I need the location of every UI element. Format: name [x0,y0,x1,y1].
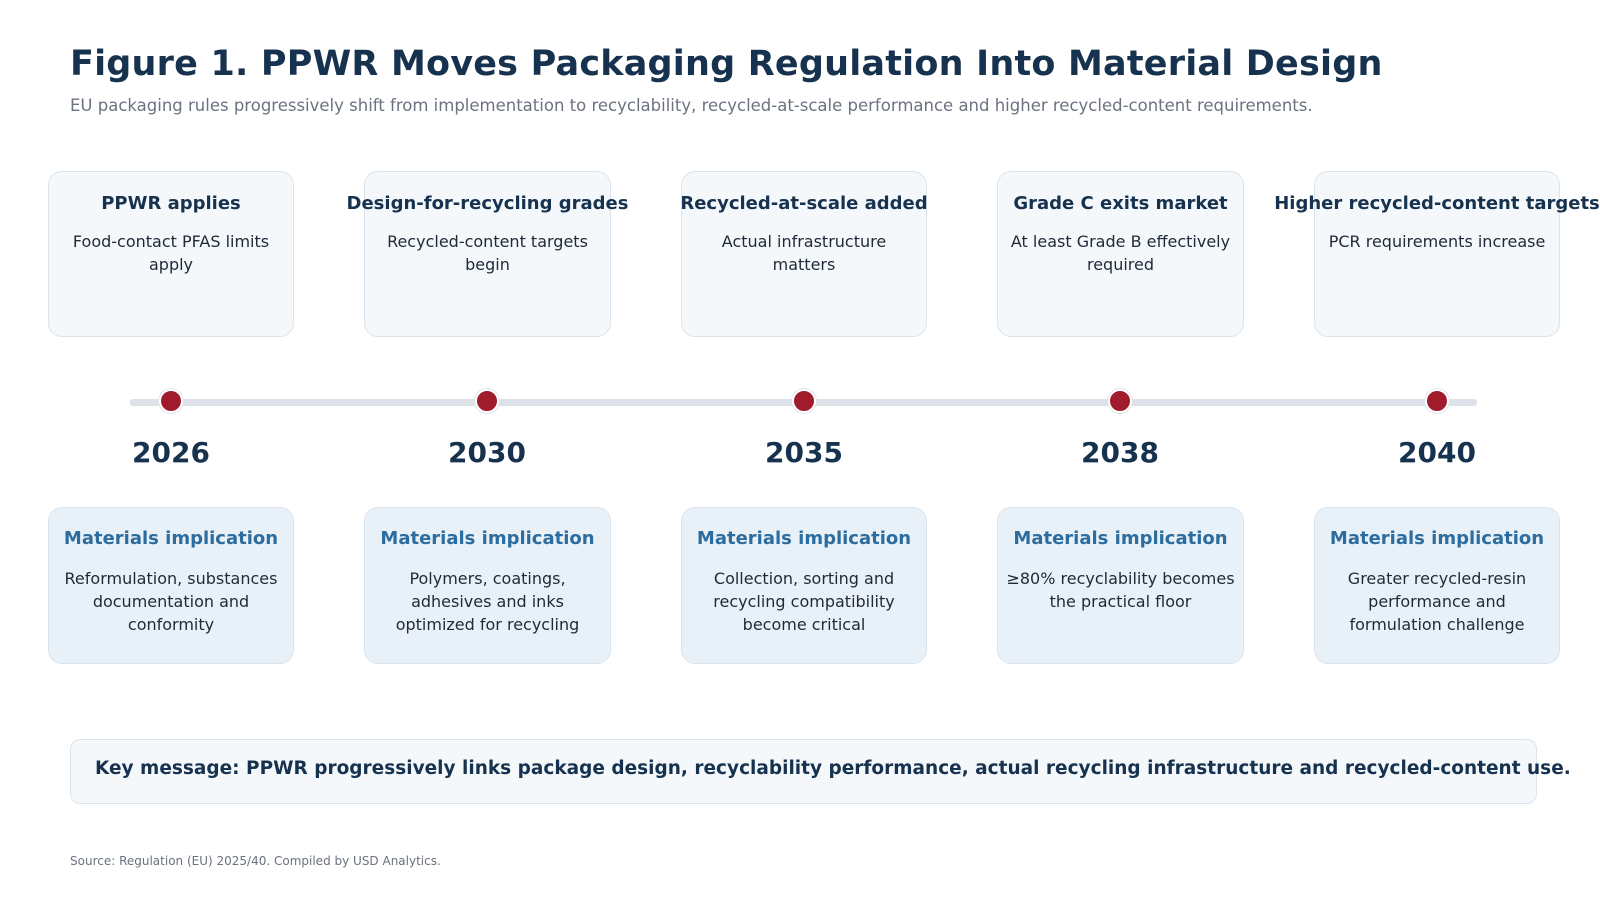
milestone-detail: PCR requirements increase [1328,232,1546,251]
implication-title: Materials implication [63,528,279,549]
milestone-detail: Food-contact PFAS limits apply [72,232,270,274]
year-label-2038: 2038 [1081,436,1159,469]
key-message: Key message: PPWR progressively links pa… [95,758,1571,779]
page-title: Figure 1. PPWR Moves Packaging Regulatio… [70,44,1383,84]
milestone-card-2030: Design-for-recycling grades Recycled-con… [347,171,628,337]
year-label-2026: 2026 [132,436,210,469]
year-label-2040: 2040 [1398,436,1476,469]
implication-card-2030: Materials implication Polymers, coatings… [364,507,611,664]
implication-text: Reformulation, substances documentation … [64,569,278,634]
milestone-headline: Recycled-at-scale added [680,193,928,214]
implication-text: Collection, sorting and recycling compat… [713,569,895,634]
milestone-detail: At least Grade B effectively required [1010,232,1231,274]
implication-card-2035: Materials implication Collection, sortin… [681,507,927,664]
implication-title: Materials implication [1013,528,1228,549]
milestone-card-2038: Grade C exits market At least Grade B ef… [997,171,1244,337]
year-label-2035: 2035 [765,436,843,469]
timeline-dot-2030 [475,389,499,413]
implication-card-2040: Materials implication Greater recycled-r… [1314,507,1560,664]
page-subtitle: EU packaging rules progressively shift f… [70,96,1313,115]
implication-text: ≥80% recyclability becomes the practical… [1006,569,1235,611]
milestone-card-2035: Recycled-at-scale added Actual infrastru… [680,171,928,337]
timeline-dot-2035 [792,389,816,413]
source-note: Source: Regulation (EU) 2025/40. Compile… [70,854,441,868]
implication-title: Materials implication [1329,528,1545,549]
milestone-headline: Grade C exits market [1013,193,1228,214]
implication-text: Polymers, coatings, adhesives and inks o… [395,569,580,634]
milestone-detail: Actual infrastructure matters [721,232,887,274]
implication-title: Materials implication [380,528,595,549]
milestone-headline: PPWR applies [101,193,241,214]
implication-card-2026: Materials implication Reformulation, sub… [48,507,294,664]
milestone-headline: Design-for-recycling grades [346,193,629,214]
timeline-dot-2026 [159,389,183,413]
milestone-detail: Recycled-content targets begin [387,232,588,274]
implication-title: Materials implication [696,528,912,549]
implication-card-2038: Materials implication ≥80% recyclability… [997,507,1244,664]
timeline-dot-2038 [1108,389,1132,413]
implication-text: Greater recycled-resin performance and f… [1347,569,1527,634]
milestone-headline: Higher recycled-content targets [1274,193,1600,214]
milestone-card-2026: PPWR applies Food-contact PFAS limits ap… [48,171,294,337]
milestone-card-2040: Higher recycled-content targets PCR requ… [1274,171,1600,337]
year-label-2030: 2030 [448,436,526,469]
key-message-box: Key message: PPWR progressively links pa… [70,739,1571,804]
timeline-dot-2040 [1425,389,1449,413]
